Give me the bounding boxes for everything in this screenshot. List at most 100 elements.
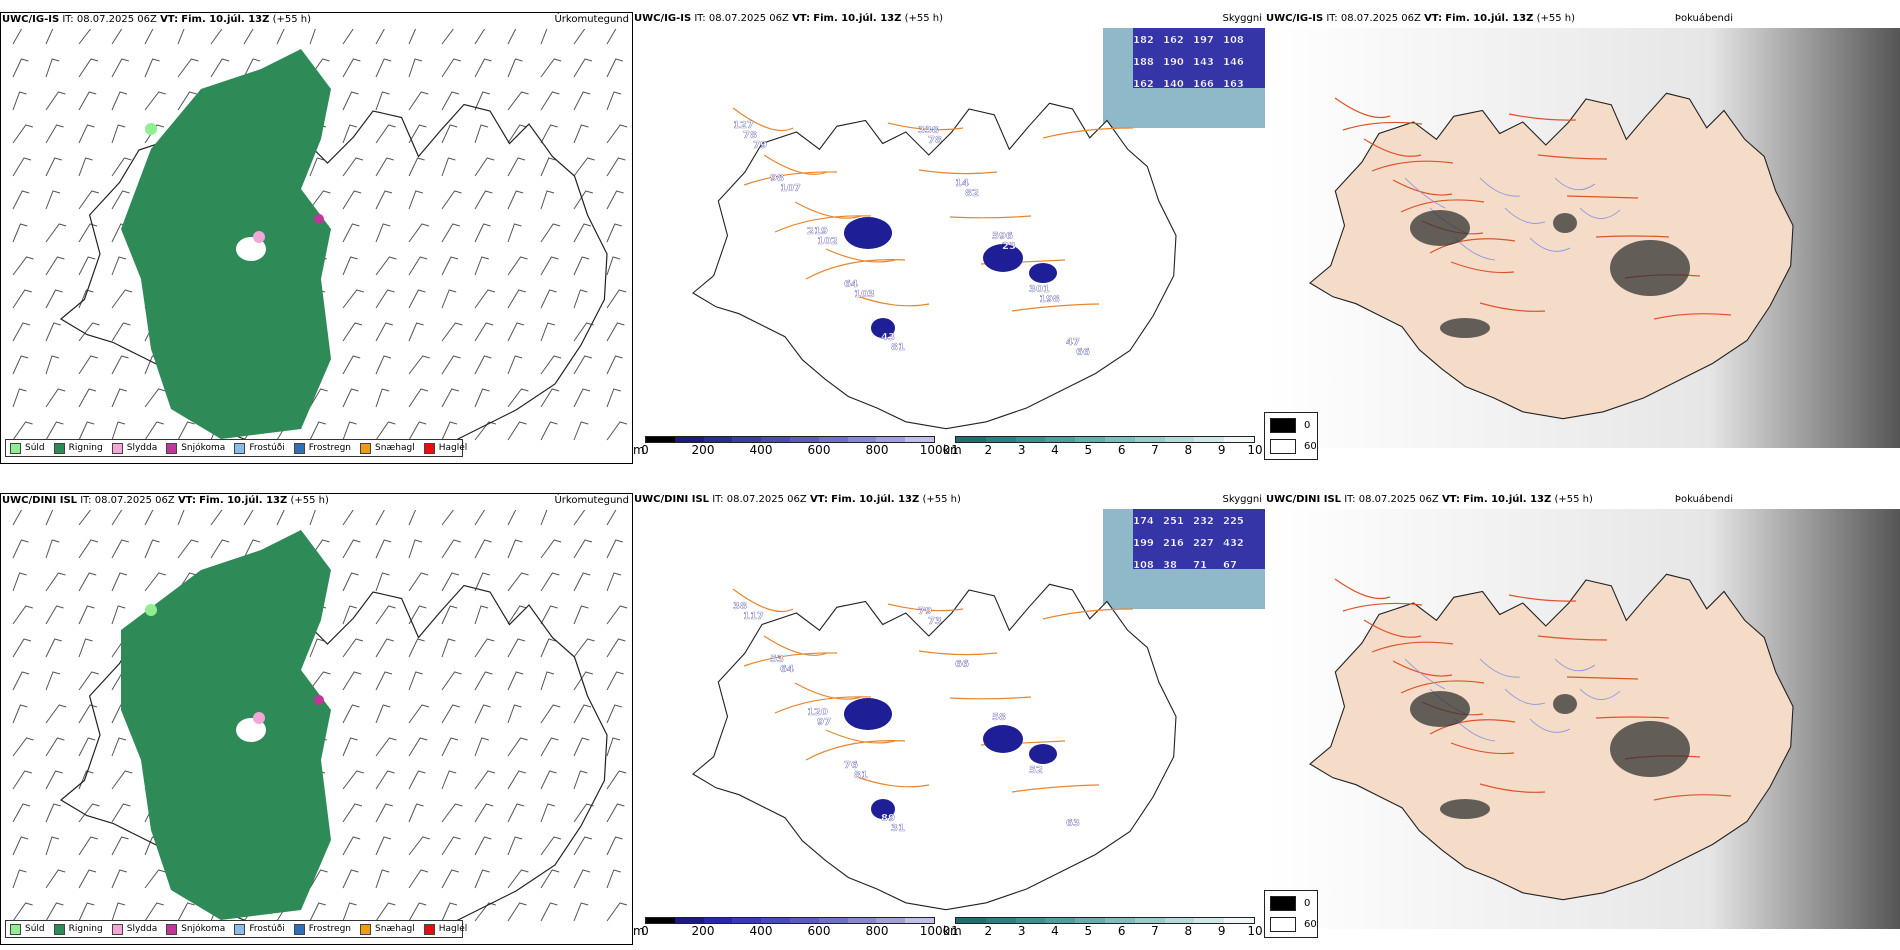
wind-barb-icon xyxy=(606,869,621,889)
wind-barb-icon xyxy=(309,869,328,889)
wind-barb-icon xyxy=(144,91,166,111)
scale-tick-label: 3 xyxy=(1017,924,1026,938)
wind-barb-icon xyxy=(408,355,430,375)
wind-barb-icon xyxy=(111,388,127,408)
wind-barb-icon xyxy=(441,124,458,144)
wind-barb-icon xyxy=(243,29,254,45)
wind-barb-icon xyxy=(276,510,285,526)
wind-barb-icon xyxy=(342,671,362,691)
wind-barb-icon xyxy=(441,91,460,111)
cloud-base-label: 81 xyxy=(854,770,868,781)
wind-barb-icon xyxy=(45,91,66,111)
cloud-base-label: 78 xyxy=(928,135,942,146)
wind-barb-icon xyxy=(12,704,28,724)
wind-barb-icon xyxy=(408,124,427,144)
wind-barb-icon xyxy=(177,29,185,45)
river xyxy=(1529,718,1571,733)
wind-barb-icon xyxy=(375,803,393,823)
wind-barb-icon xyxy=(606,29,617,45)
wind-barb-icon xyxy=(573,190,593,210)
wind-barb-icon xyxy=(375,29,385,45)
wind-barb-icon xyxy=(12,902,33,922)
road xyxy=(1429,238,1516,254)
road xyxy=(856,295,930,307)
wind-barb-icon xyxy=(540,836,562,856)
scale-tick-label: 600 xyxy=(807,443,831,457)
wind-barb-icon xyxy=(573,388,591,408)
wind-barb-icon xyxy=(111,256,127,276)
no-precip-hole xyxy=(236,718,266,742)
wind-barb-icon xyxy=(441,605,458,625)
fog-area xyxy=(1410,210,1470,246)
scale-tick-label: 2 xyxy=(984,924,993,938)
wind-barb-icon xyxy=(342,223,360,243)
wind-barb-icon xyxy=(276,29,285,45)
road xyxy=(825,248,896,263)
legend-label: Frostúði xyxy=(249,443,285,453)
wind-barb-icon xyxy=(408,58,423,78)
road xyxy=(1595,235,1670,238)
wind-barb-icon xyxy=(540,256,559,276)
wind-barb-icon xyxy=(507,289,526,309)
scale-tick-label: 200 xyxy=(691,924,715,938)
cloud-base-label: 38 xyxy=(1163,560,1177,571)
wind-barb-icon xyxy=(12,421,33,441)
legend-swatch xyxy=(360,442,372,454)
wind-barb-icon xyxy=(507,671,524,691)
wind-barb-icon xyxy=(111,737,127,757)
fog-legend-label: 0 xyxy=(1304,420,1311,431)
wind-barb-icon xyxy=(408,91,429,111)
coastline xyxy=(692,102,1177,430)
wind-barb-icon xyxy=(507,58,523,78)
wind-barb-icon xyxy=(342,29,354,45)
wind-barb-icon xyxy=(177,510,185,526)
wind-barb-icon xyxy=(111,91,128,111)
road xyxy=(1566,195,1639,199)
wind-barb-icon xyxy=(606,638,626,658)
wind-barb-icon xyxy=(12,322,31,342)
fog-legend-swatch xyxy=(1270,418,1296,433)
legend-label: Súld xyxy=(25,443,45,453)
wind-barb-icon xyxy=(474,421,496,441)
low-cloud-area xyxy=(871,799,895,819)
cloud-base-label: 117 xyxy=(743,611,764,622)
cloud-base-label: 98 xyxy=(770,173,784,184)
panel-title: Skyggni xyxy=(1222,13,1262,24)
wind-barb-icon xyxy=(177,91,197,111)
wind-barb-icon xyxy=(408,572,429,592)
wind-barb-icon xyxy=(507,223,522,243)
wind-barb-icon xyxy=(540,322,555,342)
snow-spot xyxy=(314,695,324,705)
wind-barb-icon xyxy=(342,388,359,408)
wind-barb-icon xyxy=(309,638,325,658)
wind-barb-icon xyxy=(375,91,390,111)
fog-area xyxy=(1553,213,1577,233)
wind-barb-icon xyxy=(474,29,486,45)
model-name: UWC/DINI ISL xyxy=(634,494,710,505)
legend-label: Slydda xyxy=(126,443,158,453)
road xyxy=(1392,179,1453,196)
wind-barb-icon xyxy=(144,388,166,408)
road xyxy=(1653,794,1732,801)
wind-barb-icon xyxy=(441,322,463,342)
wind-barb-icon xyxy=(375,289,395,309)
scale-colorbar xyxy=(955,436,1255,443)
visibility-scale: km 1 2 3 4 5 6 7 8 9 10 xyxy=(943,917,1263,938)
wind-barb-icon xyxy=(474,869,490,889)
wind-barb-icon xyxy=(45,671,61,691)
init-time: 08.07.2025 06Z xyxy=(726,494,807,505)
wind-barb-icon xyxy=(507,704,522,724)
legend-label: Haglél xyxy=(438,443,468,453)
wind-barb-icon xyxy=(474,157,495,177)
wind-barb-icon xyxy=(12,124,33,144)
cloud-base-label: 89 xyxy=(881,813,895,824)
wind-barb-icon xyxy=(309,510,316,526)
wind-barb-icon xyxy=(12,638,32,658)
wind-barb-icon xyxy=(144,421,164,441)
wind-barb-icon xyxy=(606,737,621,757)
lead-time: (+55 h) xyxy=(1554,494,1593,505)
panel-header: UWC/IG-IS IT: 08.07.2025 06Z VT: Fim. 10… xyxy=(633,12,1265,28)
wind-barb-icon xyxy=(606,91,622,111)
wind-barb-icon xyxy=(507,29,517,45)
wind-barb-icon xyxy=(474,91,490,111)
